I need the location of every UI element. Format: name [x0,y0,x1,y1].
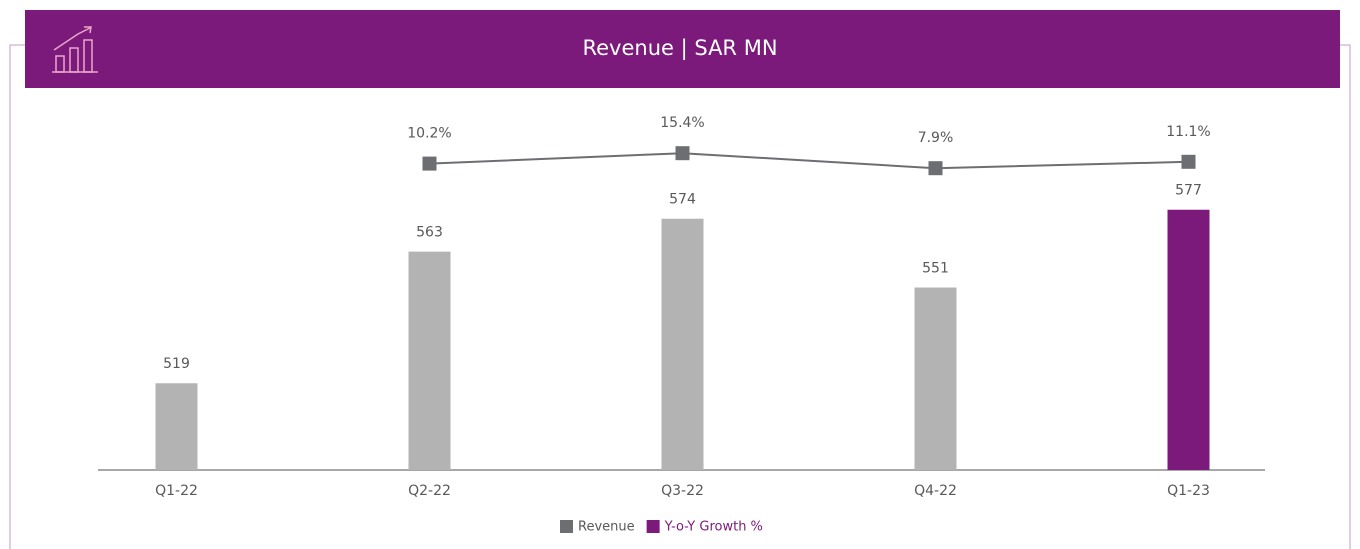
data-label: 15.4% [660,115,704,131]
bar [155,383,198,470]
chart-title: Revenue | SAR MN [582,36,777,61]
header-bar [25,10,1340,88]
header-icon [52,26,98,73]
data-label: 551 [922,261,949,277]
line-marker [1181,154,1196,169]
data-label: 519 [163,356,190,372]
data-label: 577 [1175,183,1202,199]
line-marker [422,156,437,171]
bar [408,251,451,470]
legend-marker [646,520,660,533]
x-tick-label: Q4-22 [914,483,957,499]
data-label: 10.2% [407,126,451,142]
bar [1167,209,1210,470]
bar [661,218,704,470]
x-tick-label: Q1-22 [155,483,198,499]
legend-marker [560,520,573,533]
x-tick-label: Q2-22 [408,483,451,499]
x-tick-label: Q3-22 [661,483,704,499]
frame [9,44,1351,549]
bar [914,287,957,470]
data-label: 11.1% [1166,124,1210,140]
legend-label: Y-o-Y Growth % [664,520,763,535]
data-label: 7.9% [918,130,954,146]
legend-label: Revenue [578,520,635,535]
data-label: 563 [416,225,443,241]
x-tick-label: Q1-23 [1167,483,1210,499]
line-marker [675,146,690,161]
line-marker [928,161,943,176]
line [429,152,1189,170]
data-label: 574 [669,192,696,208]
